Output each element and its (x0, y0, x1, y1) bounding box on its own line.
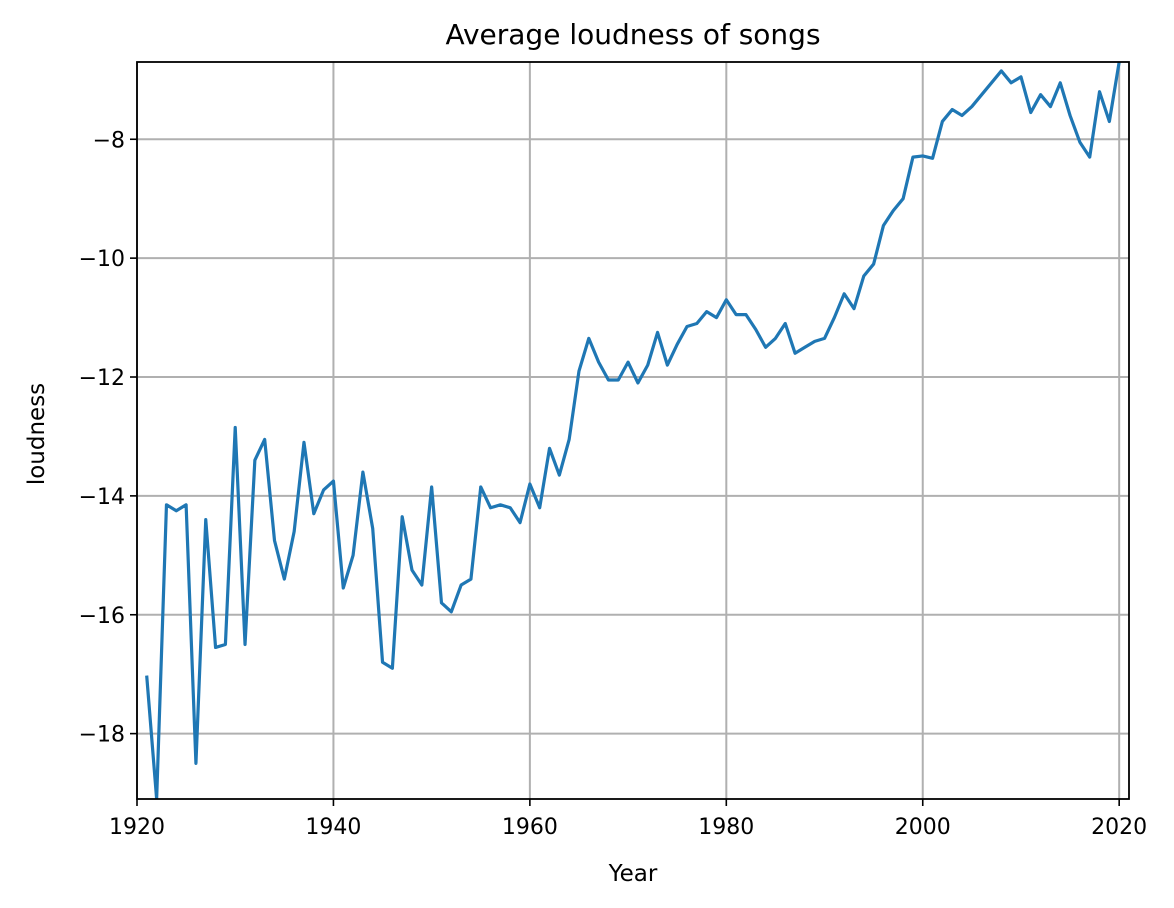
x-tick-label: 1940 (305, 815, 361, 840)
x-tick-label: 1980 (698, 815, 754, 840)
series-line (145, 62, 1121, 799)
data-line-layer (145, 62, 1121, 799)
y-tick-label: −18 (79, 723, 125, 748)
chart-title: Average loudness of songs (445, 18, 820, 51)
y-tick-label: −10 (79, 247, 125, 272)
y-tick-label: −8 (93, 128, 125, 153)
y-axis-label: loudness (24, 383, 50, 485)
grid (136, 62, 1129, 799)
plot-frame (136, 61, 1130, 800)
x-tick-label: 1920 (109, 815, 165, 840)
y-tick-label: −16 (79, 604, 125, 629)
axis-ticks: 1920 1940 1960 1980 2000 2020 −18 −16 −14 −12 −10 −… (79, 128, 1148, 840)
y-tick-label: −14 (79, 485, 125, 510)
x-tick-label: 2000 (895, 815, 951, 840)
x-axis-label: Year (608, 861, 658, 887)
y-tick-label: −12 (79, 366, 125, 391)
x-tick-label: 2020 (1091, 815, 1147, 840)
x-tick-label: 1960 (502, 815, 558, 840)
